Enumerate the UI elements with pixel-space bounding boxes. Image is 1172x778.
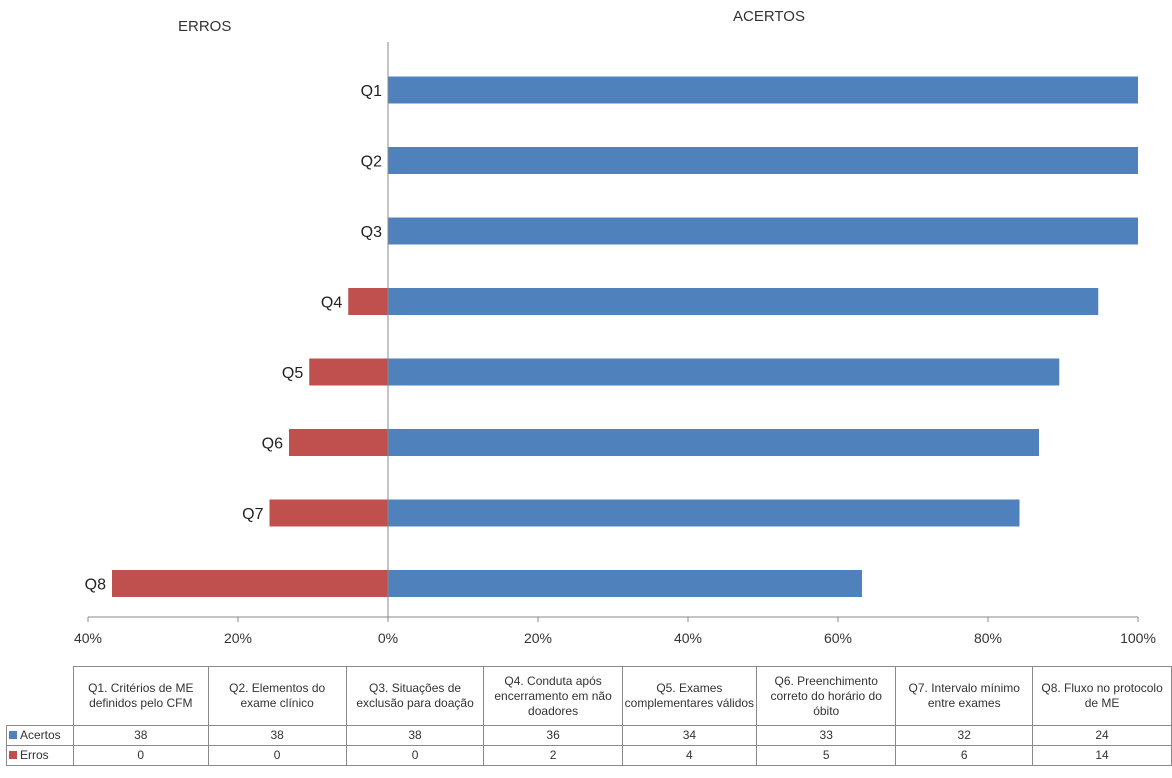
- category-label-q7: Q7: [242, 506, 263, 523]
- table-cell-acertos-q6: 33: [756, 725, 897, 746]
- table-cell-acertos-q1: 38: [72, 725, 209, 746]
- bar-erros-q6: [289, 429, 388, 456]
- table-cell-erros-q5: 4: [621, 745, 758, 766]
- table-header-q5: Q5. Exames complementares válidos: [621, 666, 758, 726]
- erros-title: ERROS: [178, 18, 232, 35]
- table-header-q4: Q4. Conduta após encerramento em não doa…: [483, 666, 623, 726]
- category-label-q5: Q5: [282, 365, 303, 382]
- table-cell-acertos-q8: 24: [1032, 725, 1172, 746]
- table-cell-acertos-q7: 32: [895, 725, 1034, 746]
- legend-swatch-erros: [9, 751, 17, 759]
- table-cell-erros-q2: 0: [207, 745, 347, 766]
- table-row-erros: Erros 0 0 0 2 4 5 6 14: [6, 745, 1172, 766]
- table-cell-erros-q7: 6: [895, 745, 1034, 766]
- row-label-erros: Erros: [6, 745, 74, 766]
- table-cell-erros-q8: 14: [1032, 745, 1172, 766]
- table-row-acertos: Acertos 38 38 38 36 34 33 32 24: [6, 725, 1172, 746]
- table-cell-acertos-q5: 34: [621, 725, 758, 746]
- table-header-q6: Q6. Preenchimento correto do horário do …: [756, 666, 897, 726]
- legend-label-acertos: Acertos: [20, 728, 61, 742]
- bar-acertos-q2: [388, 147, 1138, 174]
- table-cell-erros-q6: 5: [756, 745, 897, 766]
- acertos-title: ACERTOS: [733, 8, 805, 25]
- data-table: Q1. Critérios de ME definidos pelo CFM Q2…: [6, 666, 1172, 766]
- table-header-q2: Q2. Elementos do exame clínico: [207, 666, 347, 726]
- bar-acertos-q6: [388, 429, 1039, 456]
- legend-swatch-acertos: [9, 731, 17, 739]
- x-tick-label-4: 40%: [674, 630, 702, 646]
- table-corner: [6, 666, 74, 726]
- x-tick-label-1: 20%: [224, 630, 252, 646]
- table-cell-erros-q4: 2: [483, 745, 623, 766]
- x-tick-label-3: 20%: [524, 630, 552, 646]
- bar-acertos-q5: [388, 358, 1060, 386]
- legend-label-erros: Erros: [20, 748, 49, 762]
- category-label-q2: Q2: [361, 154, 382, 171]
- table-header-q3: Q3. Situações de exclusão para doação: [345, 666, 485, 726]
- category-label-q6: Q6: [262, 436, 283, 453]
- row-label-acertos: Acertos: [6, 725, 74, 746]
- table-header-row: Q1. Critérios de ME definidos pelo CFM Q2…: [6, 666, 1172, 726]
- table-cell-erros-q1: 0: [72, 745, 209, 766]
- table-cell-erros-q3: 0: [345, 745, 485, 766]
- table-header-q7: Q7. Intervalo mínimo entre exames: [895, 666, 1034, 726]
- bar-acertos-q7: [388, 499, 1020, 527]
- x-tick-label-0: 40%: [74, 630, 102, 646]
- bar-erros-q8: [112, 570, 388, 597]
- bar-acertos-q8: [388, 570, 862, 597]
- table-cell-acertos-q3: 38: [345, 725, 485, 746]
- x-tick-label-7: 100%: [1120, 630, 1156, 646]
- x-tick-label-2: 0%: [378, 630, 398, 646]
- bar-erros-q5: [309, 358, 388, 386]
- table-header-q1: Q1. Critérios de ME definidos pelo CFM: [72, 666, 209, 726]
- x-tick-label-6: 80%: [974, 630, 1002, 646]
- x-tick-label-5: 60%: [824, 630, 852, 646]
- category-label-q3: Q3: [361, 224, 382, 241]
- bar-erros-q7: [269, 499, 388, 527]
- table-cell-acertos-q2: 38: [207, 725, 347, 746]
- bar-acertos-q3: [388, 217, 1138, 245]
- category-label-q8: Q8: [85, 577, 106, 594]
- diverging-bar-chart: Q1 Q2 Q3 Q4 Q5 Q6 Q7 Q8 40% 20% 0% 20% 40% 60% 80% 100%: [74, 42, 1156, 646]
- bar-erros-q4: [348, 288, 388, 315]
- table-header-q8: Q8. Fluxo no protocolo de ME: [1032, 666, 1172, 726]
- bar-acertos-q1: [388, 76, 1138, 104]
- category-label-q1: Q1: [361, 83, 382, 100]
- table-cell-acertos-q4: 36: [483, 725, 623, 746]
- bar-acertos-q4: [388, 288, 1099, 315]
- category-label-q4: Q4: [321, 295, 342, 312]
